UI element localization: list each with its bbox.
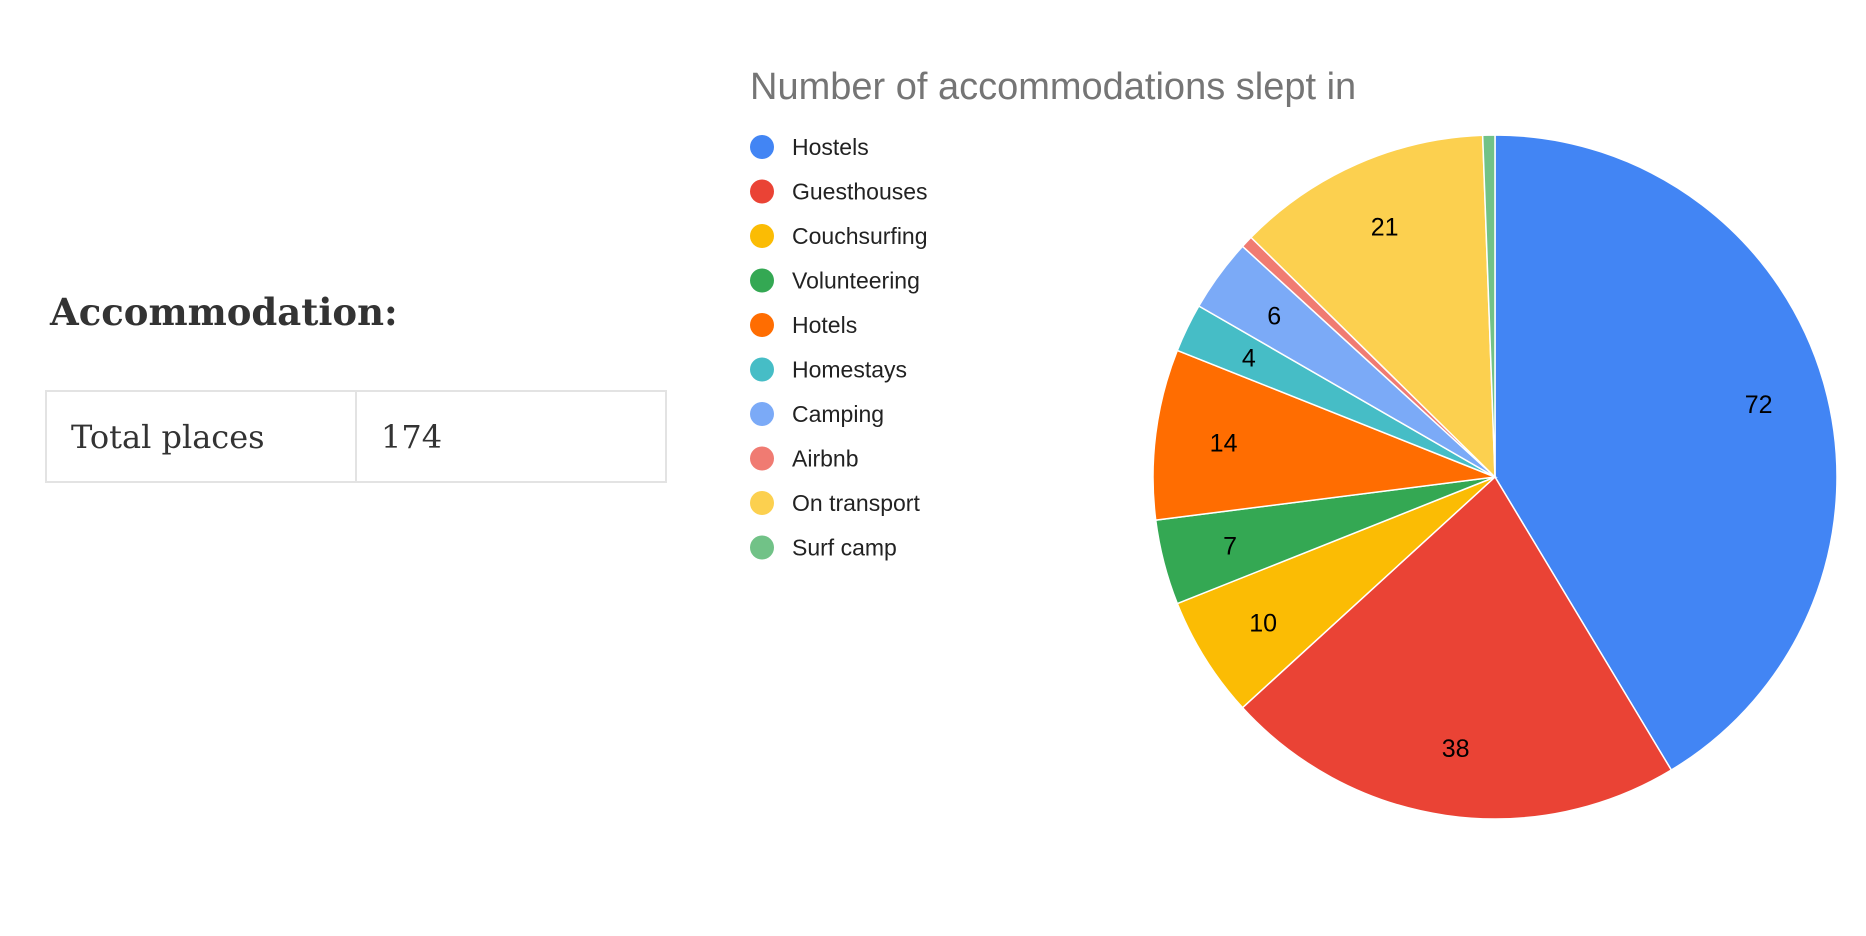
legend-swatch — [750, 224, 774, 248]
pie-slice-hotels — [1152, 349, 1498, 521]
legend-item-guesthouses: Guesthouses — [750, 179, 928, 205]
legend-item-homestays: Homestays — [750, 357, 907, 383]
data-label-hotels: 14 — [1210, 430, 1238, 458]
legend-label: Hostels — [792, 134, 869, 160]
legend-swatch — [750, 446, 774, 471]
legend-swatch — [750, 491, 774, 515]
legend-swatch — [750, 402, 774, 426]
legend-swatch — [750, 357, 774, 382]
data-label-hostels: 72 — [1745, 391, 1773, 419]
legend-label: Airbnb — [792, 446, 858, 472]
legend-item-on-transport: On transport — [750, 490, 920, 516]
data-label-on-transport: 21 — [1371, 214, 1399, 242]
legend-label: Hotels — [792, 312, 857, 338]
chart-legend: Hostels Guesthouses Couchsurfing Volunteeri… — [750, 134, 928, 561]
pie-slice-guesthouses — [1241, 475, 1673, 820]
legend-item-camping: Camping — [750, 401, 884, 427]
legend-swatch — [750, 313, 774, 337]
data-label-camping: 6 — [1267, 302, 1281, 330]
pie-slice-hostels — [1494, 134, 1838, 772]
data-label-volunteering: 7 — [1223, 532, 1237, 560]
pie-slice-surf-camp — [1481, 134, 1496, 478]
legend-item-airbnb: Airbnb — [750, 446, 858, 472]
data-label-couchsurfing: 10 — [1249, 609, 1277, 637]
section-heading: Accommodation: — [50, 290, 398, 334]
legend-label: Homestays — [792, 357, 907, 383]
legend-item-couchsurfing: Couchsurfing — [750, 223, 928, 249]
legend-label: Volunteering — [792, 268, 920, 294]
legend-item-hotels: Hotels — [750, 312, 857, 338]
legend-label: Couchsurfing — [792, 223, 928, 249]
data-label-homestays: 4 — [1242, 345, 1256, 373]
legend-item-surf-camp: Surf camp — [750, 535, 897, 561]
legend-item-hostels: Hostels — [750, 134, 869, 160]
table-row: Total places 174 — [45, 390, 667, 483]
legend-label: Surf camp — [792, 535, 897, 561]
pie-slices — [1152, 134, 1838, 820]
legend-label: Guesthouses — [792, 179, 928, 205]
pie-data-labels: 72 38 10 7 14 46 21 — [1210, 214, 1773, 763]
legend-swatch — [750, 535, 774, 560]
chart-title: Number of accommodations slept in — [750, 66, 1356, 108]
summary-table: Total places 174 — [45, 390, 667, 483]
legend-label: On transport — [792, 490, 920, 516]
legend-swatch — [750, 268, 774, 293]
legend-item-volunteering: Volunteering — [750, 268, 920, 294]
legend-swatch — [750, 135, 774, 159]
total-places-label: Total places — [45, 390, 357, 483]
legend-swatch — [750, 179, 774, 204]
pie-slice-on-transport — [1249, 134, 1496, 479]
total-places-value: 174 — [355, 390, 667, 483]
legend-label: Camping — [792, 401, 884, 427]
pie-slice-couchsurfing — [1176, 476, 1496, 709]
data-label-guesthouses: 38 — [1442, 735, 1470, 763]
